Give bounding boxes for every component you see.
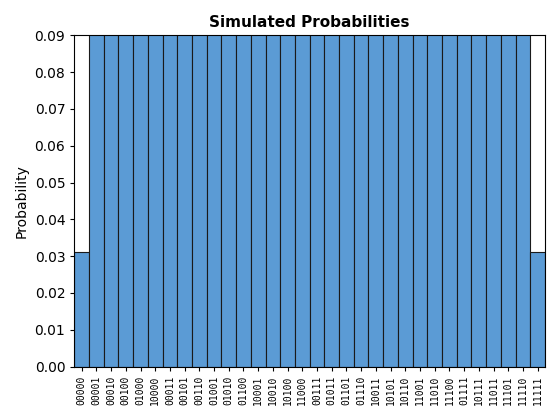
Bar — [207, 0, 221, 367]
Bar — [251, 0, 265, 367]
Bar — [295, 0, 310, 367]
Bar — [236, 0, 251, 367]
Title: Simulated Probabilities: Simulated Probabilities — [209, 15, 410, 30]
Bar — [472, 0, 486, 367]
Bar — [442, 0, 457, 367]
Bar — [501, 0, 516, 367]
Bar — [133, 0, 148, 367]
Y-axis label: Probability: Probability — [15, 164, 29, 238]
Bar — [192, 0, 207, 367]
Bar — [221, 0, 236, 367]
Bar — [413, 0, 427, 367]
Bar — [89, 0, 104, 367]
Bar — [178, 0, 192, 367]
Bar — [74, 252, 89, 367]
Bar — [280, 0, 295, 367]
Bar — [310, 0, 324, 367]
Bar — [383, 0, 398, 367]
Bar — [457, 0, 472, 367]
Bar — [398, 0, 413, 367]
Bar — [368, 0, 383, 367]
Bar — [324, 0, 339, 367]
Bar — [339, 0, 354, 367]
Bar — [265, 0, 280, 367]
Bar — [119, 0, 133, 367]
Bar — [148, 0, 162, 367]
Bar — [516, 0, 530, 367]
Bar — [354, 0, 368, 367]
Bar — [104, 0, 119, 367]
Bar — [427, 0, 442, 367]
Bar — [486, 0, 501, 367]
Bar — [530, 252, 545, 367]
Bar — [162, 0, 178, 367]
